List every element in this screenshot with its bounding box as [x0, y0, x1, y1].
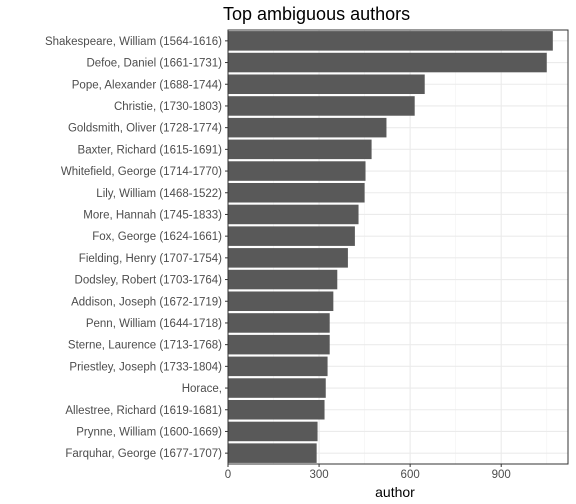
bar — [228, 204, 359, 225]
bar — [228, 269, 338, 290]
x-tick-label: 300 — [309, 469, 328, 481]
y-tick-label: Prynne, William (1600-1669) — [76, 426, 222, 438]
panel-border — [227, 29, 569, 465]
chart-title: Top ambiguous authors — [223, 4, 410, 24]
y-tick-label: Pope, Alexander (1688-1744) — [72, 79, 222, 91]
bar — [228, 356, 328, 377]
bar — [228, 31, 553, 51]
bar — [228, 96, 415, 116]
bar — [228, 248, 348, 268]
y-tick-label: Penn, William (1644-1718) — [86, 318, 222, 330]
y-tick-label: Fox, George (1624-1661) — [92, 231, 222, 243]
y-tick-label: Horace, — [182, 383, 222, 395]
bar — [228, 74, 425, 95]
bar — [228, 139, 372, 160]
bar — [228, 399, 325, 420]
y-tick-label: Dodsley, Robert (1703-1764) — [75, 275, 223, 287]
bar — [228, 161, 366, 181]
y-tick-label: Defoe, Daniel (1661-1731) — [86, 58, 222, 70]
bar — [228, 378, 326, 398]
y-tick-label: Addison, Joseph (1672-1719) — [71, 296, 222, 308]
bar — [228, 334, 330, 355]
bar — [228, 291, 334, 312]
x-axis-title: author — [375, 484, 415, 500]
y-tick-label: Whitefield, George (1714-1770) — [61, 166, 222, 178]
y-tick-label: Lily, William (1468-1522) — [96, 188, 222, 200]
bar — [228, 421, 318, 442]
y-tick-label: Farquhar, George (1677-1707) — [65, 448, 222, 460]
y-tick-label: Priestley, Joseph (1733-1804) — [69, 361, 222, 373]
y-tick-label: Sterne, Laurence (1713-1768) — [68, 340, 222, 352]
x-tick-label: 900 — [492, 469, 511, 481]
y-tick-label: Christie, (1730-1803) — [114, 101, 222, 113]
bar — [228, 313, 330, 333]
y-tick-label: Fielding, Henry (1707-1754) — [79, 253, 222, 265]
bar — [228, 443, 317, 463]
x-tick-label: 600 — [401, 469, 420, 481]
y-tick-label: Allestree, Richard (1619-1681) — [65, 405, 222, 417]
y-tick-label: More, Hannah (1745-1833) — [83, 209, 222, 221]
bar — [228, 226, 355, 246]
y-tick-label: Goldsmith, Oliver (1728-1774) — [68, 123, 222, 135]
bar — [228, 52, 547, 73]
x-tick-label: 0 — [225, 469, 231, 481]
y-tick-label: Baxter, Richard (1615-1691) — [78, 144, 223, 156]
y-tick-label: Shakespeare, William (1564-1616) — [45, 36, 222, 48]
bar — [228, 117, 387, 138]
bar — [228, 182, 365, 203]
